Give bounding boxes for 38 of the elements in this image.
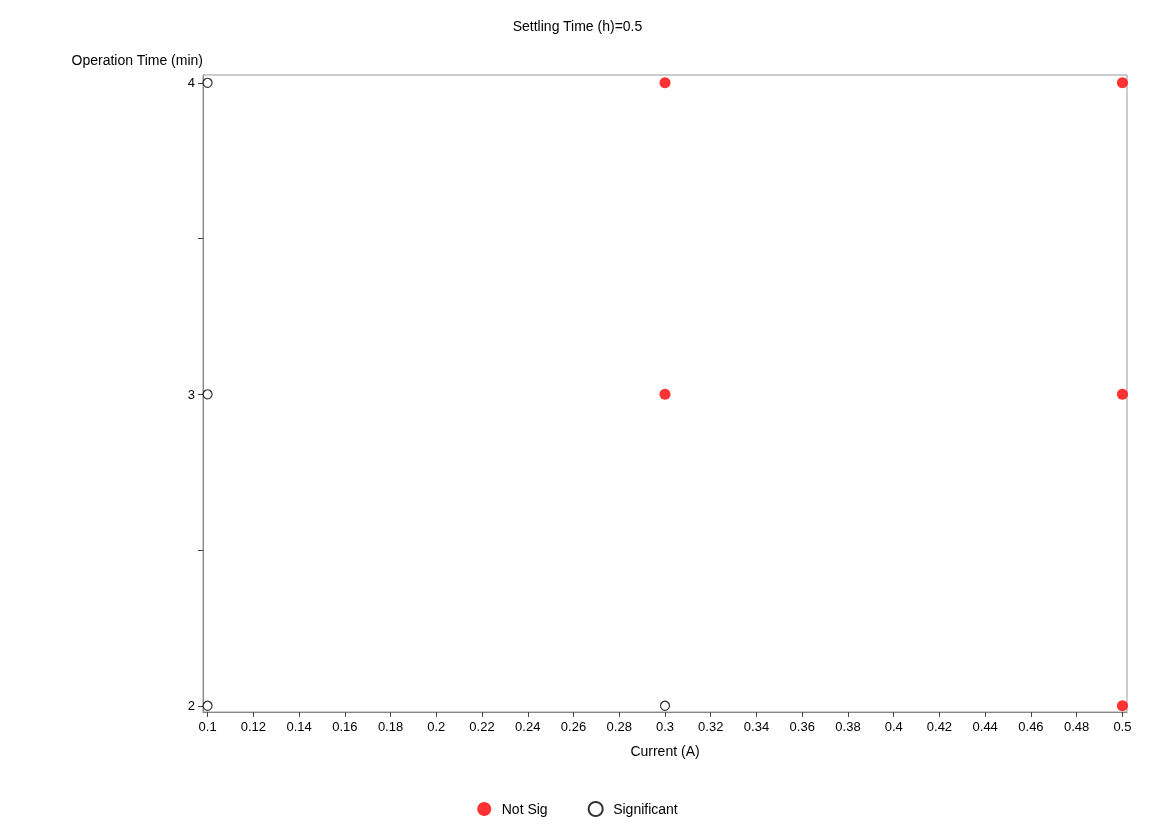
point [202,700,213,711]
y-tick-label: 4 [187,75,195,91]
point [659,700,671,711]
y-tick-label: 2 [187,698,195,714]
x-tick-label: 0.42 [926,719,953,734]
x-tick-label: 0.1 [198,719,217,734]
point [659,388,671,400]
x-axis-title: Current (A) [630,743,700,759]
x-tick-label: 0.34 [743,719,770,734]
y-tick-label: 3 [187,386,195,402]
x-tick-label: 0.36 [789,719,815,734]
x-tick-label: 0.2 [427,719,446,734]
x-tick-label: 0.26 [560,719,587,734]
x-tick-label: 0.44 [972,719,998,734]
x-tick-label: 0.18 [377,719,404,734]
point [202,389,213,400]
point [1116,77,1128,89]
x-tick-label: 0.16 [332,719,358,734]
x-tick-label: 0.28 [606,719,632,734]
x-tick-label: 0.46 [1018,719,1044,734]
x-tick-label: 0.5 [1113,719,1132,734]
legend-label: Not Sig [501,801,548,817]
chart-title: Settling Time (h)=0.5 [512,18,643,34]
point [1116,700,1128,712]
x-tick-label: 0.32 [698,719,724,734]
x-tick-label: 0.14 [286,719,312,734]
point [1116,388,1128,400]
x-tick-label: 0.48 [1064,719,1090,734]
legend-label: Significant [613,801,678,817]
point [659,77,671,89]
x-tick-label: 0.22 [469,719,495,734]
point [202,77,213,88]
x-tick-label: 0.24 [515,719,541,734]
y-axis-title: Operation Time (min) [71,52,203,68]
x-tick-label: 0.3 [655,719,675,734]
x-tick-label: 0.12 [240,719,266,734]
x-tick-label: 0.38 [835,719,861,734]
x-tick-label: 0.4 [884,719,903,734]
